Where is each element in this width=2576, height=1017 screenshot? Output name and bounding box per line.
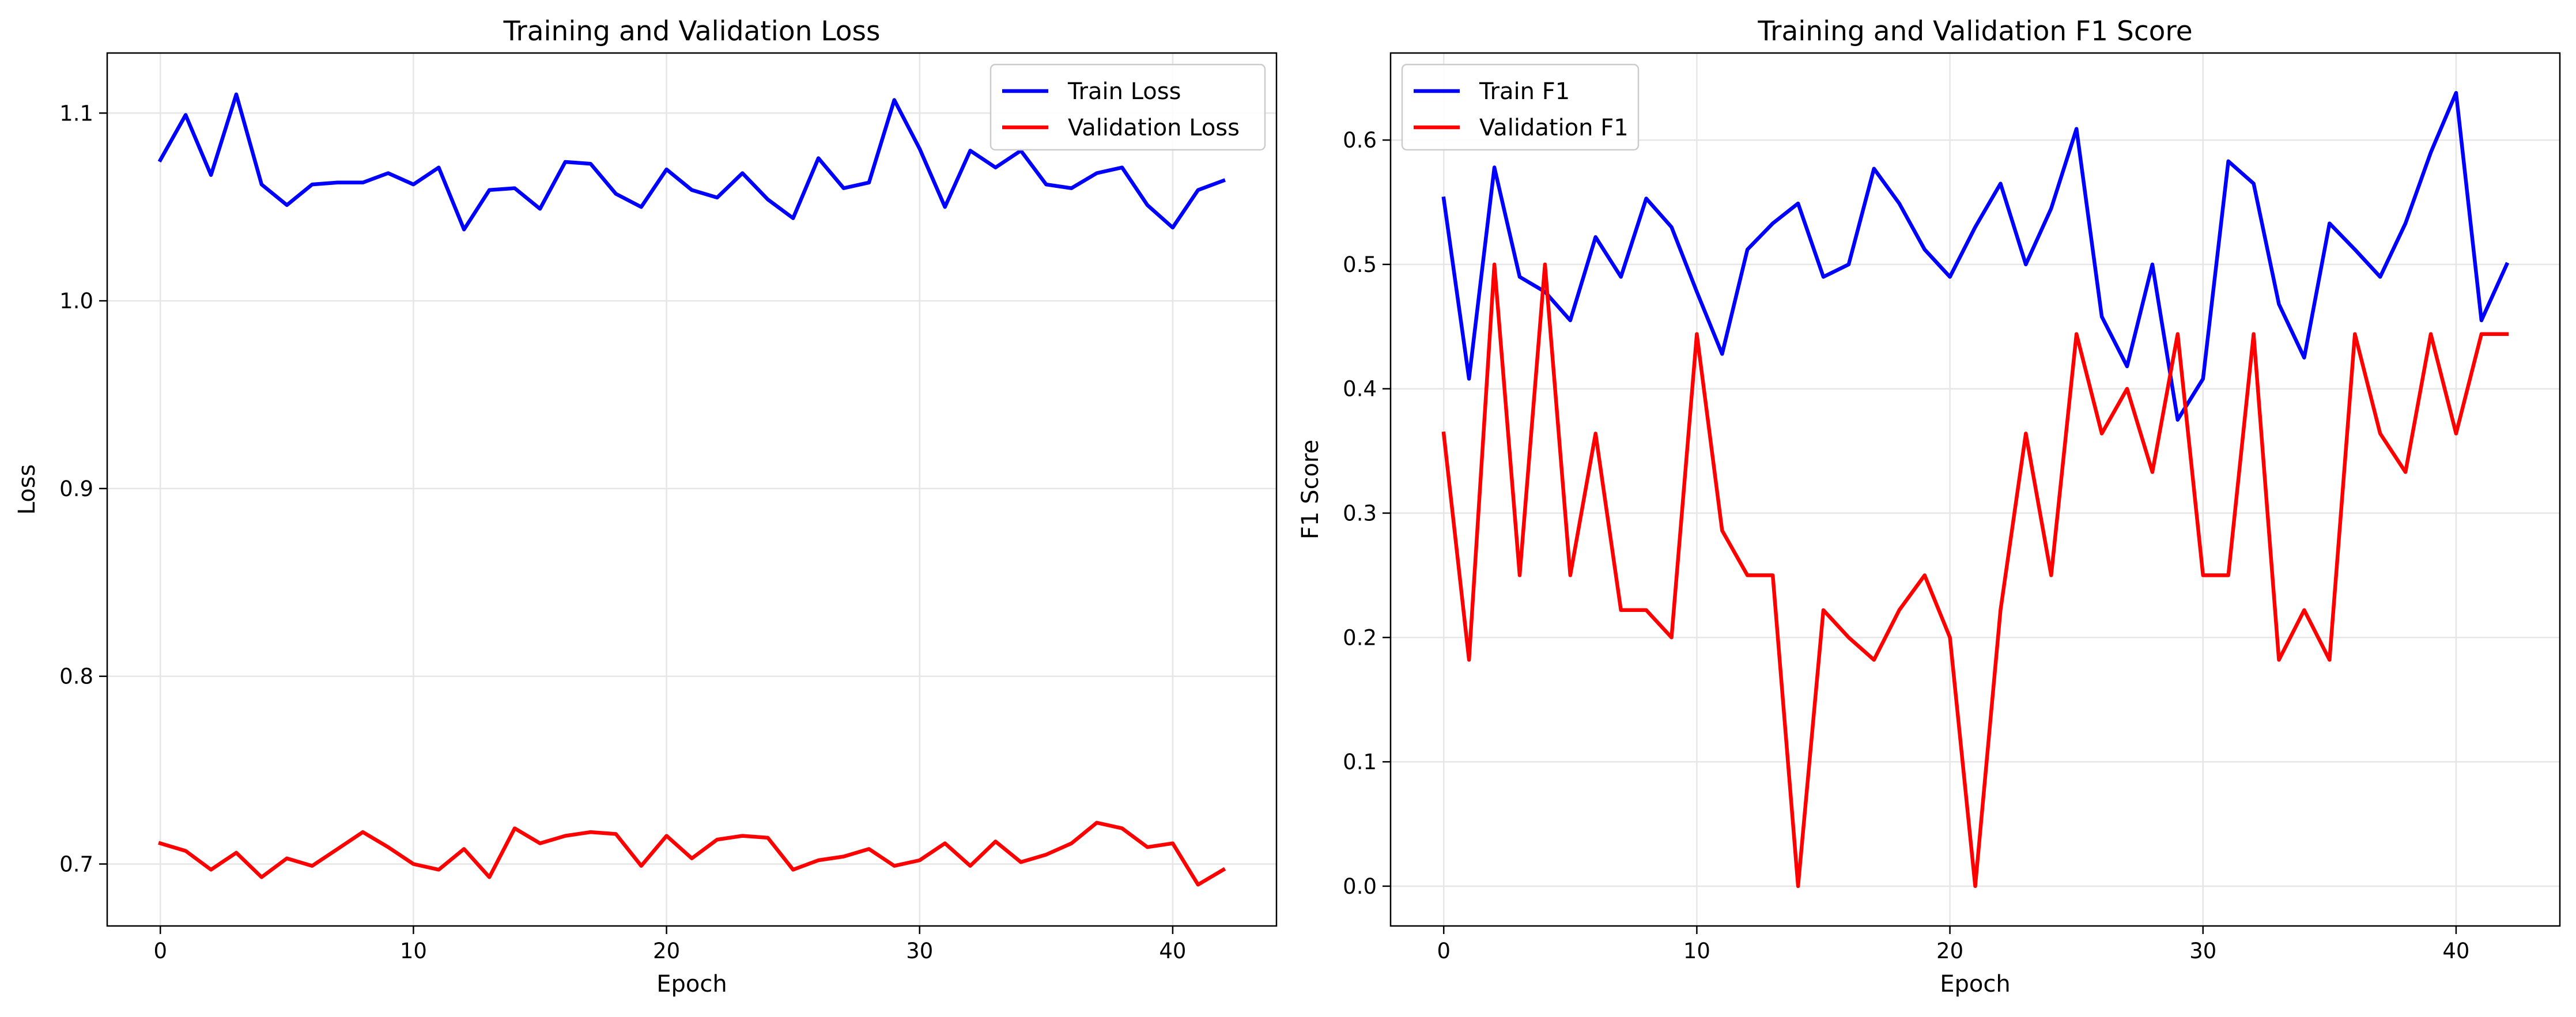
plot-area bbox=[1441, 90, 2510, 889]
grid bbox=[107, 53, 1276, 926]
x-tick-label: 40 bbox=[1159, 939, 1186, 963]
x-tick-label: 0 bbox=[153, 939, 167, 963]
x-axis: 0 10 20 30 40 bbox=[153, 926, 1186, 963]
f1-chart: 0 10 20 30 40 0.0 0.1 0.2 0.3 0.4 0.5 0.6 Training a… bbox=[1297, 16, 2561, 997]
x-tick-label: 30 bbox=[906, 939, 933, 963]
legend-box bbox=[989, 63, 1266, 151]
y-axis-label: F1 Score bbox=[1297, 440, 1324, 539]
y-tick-label: 0.4 bbox=[1343, 377, 1377, 402]
series-line-train bbox=[1441, 90, 2510, 422]
axes-frame bbox=[1389, 52, 2561, 927]
x-tick-label: 30 bbox=[2189, 939, 2216, 963]
x-tick-label: 10 bbox=[1683, 939, 1710, 963]
y-tick-label: 1.0 bbox=[59, 289, 93, 313]
legend: Train F1 Validation F1 bbox=[1401, 63, 1640, 151]
series-line-validation bbox=[1441, 262, 2509, 889]
series-line-train bbox=[157, 92, 1226, 232]
x-tick-label: 10 bbox=[400, 939, 427, 963]
chart-title: Training and Validation F1 Score bbox=[1757, 16, 2192, 47]
x-tick-label: 20 bbox=[1936, 939, 1963, 963]
legend-label: Validation Loss bbox=[1068, 115, 1240, 141]
legend-label: Train F1 bbox=[1479, 78, 1570, 105]
plot-area bbox=[157, 92, 1226, 887]
y-tick-label: 0.2 bbox=[1343, 625, 1377, 650]
y-tick-label: 0.8 bbox=[59, 664, 93, 689]
axes-frame bbox=[106, 52, 1278, 927]
x-axis-label: Epoch bbox=[656, 971, 727, 997]
x-tick-label: 20 bbox=[653, 939, 680, 963]
x-axis: 0 10 20 30 40 bbox=[1437, 926, 2469, 963]
chart-title: Training and Validation Loss bbox=[503, 16, 881, 47]
legend-label: Train Loss bbox=[1067, 78, 1181, 105]
legend: Train Loss Validation Loss bbox=[989, 63, 1266, 151]
grid bbox=[1391, 53, 2560, 926]
legend-box bbox=[1401, 63, 1640, 151]
y-axis: 0.7 0.8 0.9 1.0 1.1 bbox=[59, 101, 107, 876]
y-tick-label: 0.3 bbox=[1343, 501, 1377, 526]
loss-chart: 0 10 20 30 40 0.7 0.8 0.9 1.0 1.1 Training and Val… bbox=[14, 16, 1278, 997]
y-tick-label: 0.9 bbox=[59, 477, 93, 501]
series-line-validation bbox=[158, 821, 1226, 887]
x-axis-label: Epoch bbox=[1940, 971, 2010, 997]
x-tick-label: 40 bbox=[2442, 939, 2469, 963]
y-tick-label: 0.6 bbox=[1343, 128, 1377, 153]
y-axis: 0.0 0.1 0.2 0.3 0.4 0.5 0.6 bbox=[1343, 128, 1391, 899]
y-tick-label: 0.5 bbox=[1343, 252, 1377, 277]
y-tick-label: 0.1 bbox=[1343, 750, 1377, 774]
y-tick-label: 0.7 bbox=[59, 852, 93, 876]
x-tick-label: 0 bbox=[1437, 939, 1451, 963]
y-axis-label: Loss bbox=[14, 464, 40, 515]
legend-label: Validation F1 bbox=[1479, 115, 1629, 141]
y-tick-label: 0.0 bbox=[1343, 874, 1377, 899]
y-tick-label: 1.1 bbox=[59, 101, 93, 126]
